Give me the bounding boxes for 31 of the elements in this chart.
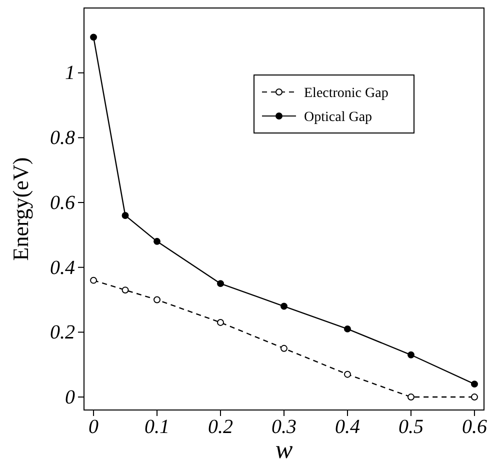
point [122,286,129,294]
point [344,370,351,378]
point [90,34,98,41]
x-tick-label: 0.2 [208,416,234,438]
y-tick-label: 0.6 [50,192,75,214]
y-tick-label: 0 [65,386,75,408]
point [470,394,478,401]
y-tick-label: 0.8 [50,127,75,150]
y-tick-label: 1 [65,62,75,84]
point [280,344,288,352]
legend-label: Optical Gap [304,110,372,125]
x-tick-label: 0.5 [398,416,424,438]
point [408,394,414,401]
point [122,212,129,219]
point [280,302,288,310]
point [217,280,224,288]
y-axis-title: Energy(eV) [8,157,33,261]
y-tick-label: 0.2 [50,322,75,344]
y-tick-label: 0.4 [50,256,75,279]
x-tick-label: 0.6 [462,416,487,438]
x-tick-label: 0.1 [144,416,170,438]
point [90,276,98,284]
point [470,380,478,388]
point [344,325,351,332]
x-tick-label: 0 [88,416,99,438]
point [217,318,224,326]
point [154,238,160,245]
point [408,351,414,358]
x-tick-label: 0.4 [334,416,360,438]
point [154,296,160,304]
legend-label: Electronic Gap [304,86,388,101]
